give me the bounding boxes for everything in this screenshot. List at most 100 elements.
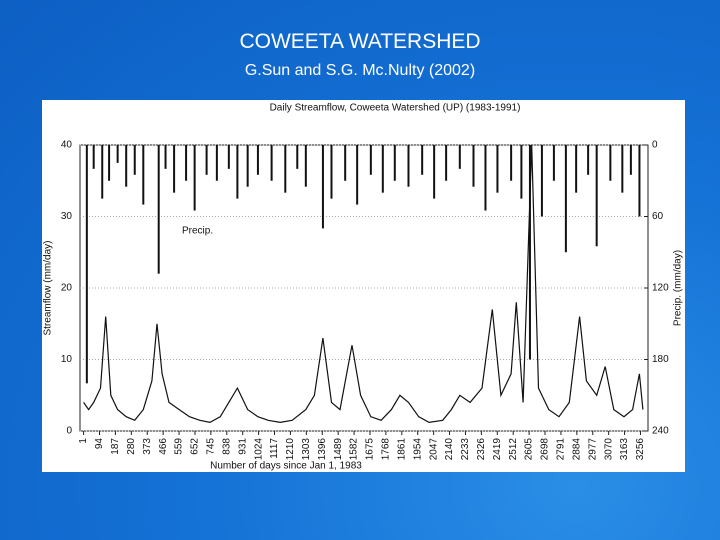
x-tick-label: 1582 bbox=[349, 438, 360, 461]
x-tick-label: 2698 bbox=[540, 438, 551, 461]
y2-tick-label: 60 bbox=[652, 211, 664, 222]
x-axis-label: Number of days since Jan 1, 1983 bbox=[210, 461, 362, 472]
chart-background bbox=[42, 100, 685, 472]
x-tick-label: 1954 bbox=[412, 438, 423, 461]
precip-bar bbox=[330, 145, 333, 199]
precip-bar bbox=[621, 145, 624, 193]
precip-bar bbox=[296, 145, 299, 169]
slide-subtitle: G.Sun and S.G. Mc.Nulty (2002) bbox=[244, 62, 476, 79]
x-tick-label: 1768 bbox=[381, 438, 392, 461]
x-tick-label: 187 bbox=[110, 438, 121, 455]
y2-axis-label: Precip. (mm/day) bbox=[673, 250, 684, 326]
x-tick-label: 745 bbox=[206, 438, 217, 455]
precip-bar bbox=[564, 145, 567, 253]
x-tick-label: 2047 bbox=[428, 438, 439, 461]
x-tick-label: 931 bbox=[237, 438, 248, 455]
x-tick-label: 2140 bbox=[444, 438, 455, 461]
x-tick-label: 2791 bbox=[556, 438, 567, 461]
x-tick-label: 3256 bbox=[635, 438, 646, 461]
precip-bar bbox=[164, 145, 167, 169]
precip-bar bbox=[92, 145, 95, 169]
precip-bar bbox=[356, 145, 359, 205]
y-tick-label: 30 bbox=[61, 211, 73, 222]
precip-bar bbox=[185, 145, 188, 181]
x-tick-label: 1303 bbox=[301, 438, 312, 461]
precip-bar bbox=[520, 145, 523, 199]
precip-bar bbox=[193, 145, 196, 211]
x-tick-label: 1396 bbox=[317, 438, 328, 461]
x-tick-label: 94 bbox=[94, 438, 105, 450]
precip-bar bbox=[173, 145, 176, 193]
precip-bar bbox=[270, 145, 273, 181]
x-tick-label: 3163 bbox=[619, 438, 630, 461]
x-tick-label: 3070 bbox=[603, 438, 614, 461]
precip-bar bbox=[433, 145, 436, 199]
x-tick-label: 280 bbox=[126, 438, 137, 455]
precip-bar bbox=[393, 145, 396, 181]
precip-bar bbox=[575, 145, 578, 193]
y-tick-label: 0 bbox=[66, 426, 72, 437]
precip-bar bbox=[638, 145, 641, 217]
precip-bar bbox=[458, 145, 461, 169]
precip-bar bbox=[552, 145, 555, 181]
streamflow-line bbox=[83, 144, 644, 424]
x-tick-label: 1210 bbox=[285, 438, 296, 461]
precip-bar bbox=[609, 145, 612, 181]
x-tick-label: 2326 bbox=[476, 438, 487, 461]
x-tick-label: 1117 bbox=[269, 438, 280, 459]
x-tick-label: 2884 bbox=[571, 438, 582, 461]
x-tick-label: 2977 bbox=[587, 438, 598, 461]
x-tick-label: 2605 bbox=[524, 438, 535, 461]
precip-bar bbox=[421, 145, 424, 175]
precip-bar bbox=[381, 145, 384, 193]
x-tick-label: 559 bbox=[174, 438, 185, 455]
precip-bar bbox=[510, 145, 513, 181]
x-tick-label: 1 bbox=[78, 438, 89, 444]
precip-bar bbox=[540, 145, 543, 217]
precip-bar bbox=[629, 145, 632, 175]
x-tick-label: 1024 bbox=[253, 438, 264, 461]
precip-bar bbox=[369, 145, 372, 175]
x-tick-label: 1861 bbox=[396, 438, 407, 461]
y2-tick-label: 0 bbox=[652, 140, 658, 151]
slide-title: COWEETA WATERSHED bbox=[239, 30, 481, 53]
precip-bar bbox=[215, 145, 218, 181]
precip-bar bbox=[142, 145, 145, 205]
precip-bar bbox=[227, 145, 230, 169]
precip-bar bbox=[407, 145, 410, 187]
precip-bar bbox=[246, 145, 249, 187]
x-tick-label: 373 bbox=[142, 438, 153, 455]
precip-bar bbox=[133, 145, 136, 175]
precip-bar bbox=[445, 145, 448, 181]
x-tick-label: 2419 bbox=[492, 438, 503, 461]
x-tick-label: 652 bbox=[190, 438, 201, 455]
precip-bar bbox=[321, 145, 324, 229]
x-tick-label: 2512 bbox=[508, 438, 519, 461]
precip-bar bbox=[528, 145, 531, 360]
precip-bar bbox=[284, 145, 287, 193]
precip-bar bbox=[472, 145, 475, 187]
precip-bar bbox=[256, 145, 259, 175]
precip-bar bbox=[344, 145, 347, 181]
y-tick-label: 10 bbox=[61, 354, 73, 365]
precip-bar bbox=[496, 145, 499, 193]
y-axis-label: Streamflow (mm/day) bbox=[43, 240, 54, 335]
precip-bar bbox=[236, 145, 239, 199]
x-tick-label: 2233 bbox=[460, 438, 471, 461]
precip-bar bbox=[205, 145, 208, 175]
precip-bar bbox=[125, 145, 128, 187]
precip-bar bbox=[157, 145, 160, 274]
precip-bar bbox=[85, 145, 88, 384]
precip-bar bbox=[101, 145, 104, 199]
x-tick-label: 838 bbox=[221, 438, 232, 455]
precip-bar bbox=[595, 145, 598, 247]
y-tick-label: 20 bbox=[61, 283, 73, 294]
x-tick-label: 1489 bbox=[333, 438, 344, 461]
x-tick-label: 1675 bbox=[365, 438, 376, 461]
y-tick-label: 40 bbox=[61, 140, 73, 151]
y2-tick-label: 240 bbox=[652, 426, 669, 437]
y2-tick-label: 180 bbox=[652, 354, 669, 365]
precip-bar bbox=[484, 145, 487, 211]
